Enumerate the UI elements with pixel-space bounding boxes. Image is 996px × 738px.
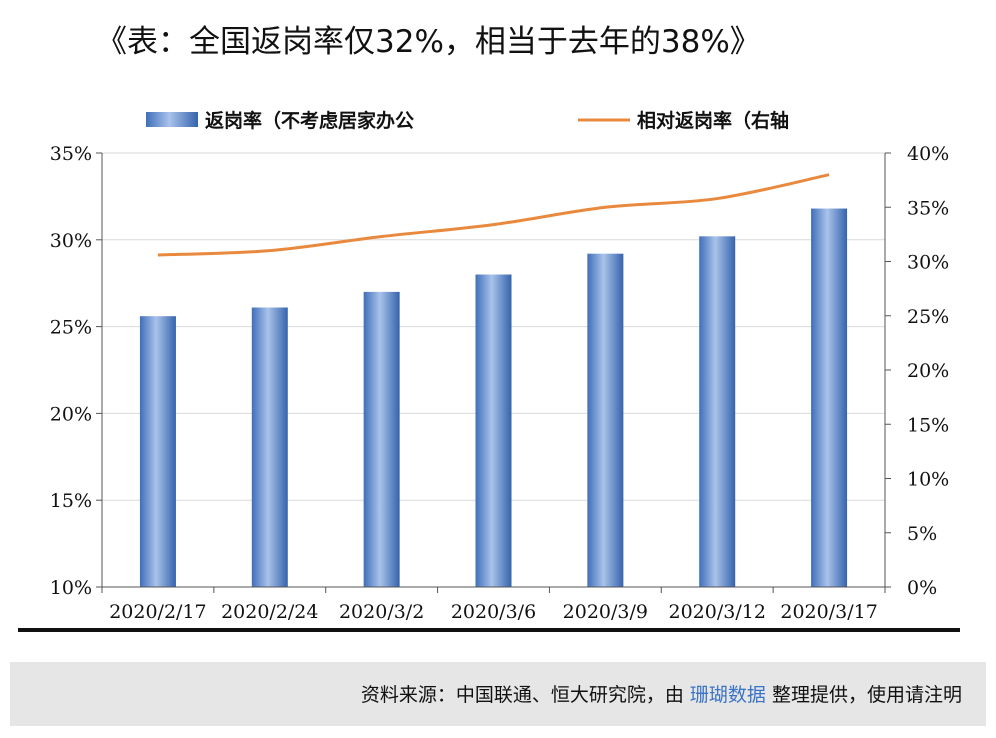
right-tick-label: 35% xyxy=(907,197,949,219)
x-tick-label: 2020/3/2 xyxy=(339,601,424,623)
axes xyxy=(96,152,891,593)
bar xyxy=(811,208,848,587)
source-suffix: 整理提供，使用请注明 xyxy=(771,684,962,706)
legend: 返岗率（不考虑居家办公 相对返岗率（右轴 xyxy=(146,109,789,132)
right-tick-label: 20% xyxy=(907,360,949,382)
source-text: 资料来源：中国联通、恒大研究院，由 珊瑚数据 整理提供，使用请注明 xyxy=(361,680,962,707)
line-series xyxy=(157,173,830,257)
source-prefix: 资料来源：中国联通、恒大研究院，由 xyxy=(360,684,684,706)
left-tick-label: 35% xyxy=(50,143,92,165)
left-tick-label: 20% xyxy=(50,403,92,425)
right-tick-label: 40% xyxy=(907,143,949,165)
right-tick-label: 10% xyxy=(907,469,949,491)
legend-swatch-bar xyxy=(146,112,198,127)
bar xyxy=(251,307,288,587)
bar-series xyxy=(139,208,848,588)
bar xyxy=(587,253,624,588)
legend-label-bar: 返岗率（不考虑居家办公 xyxy=(205,109,414,132)
page-title: 《表：全国返岗率仅32%，相当于去年的38%》 xyxy=(96,24,761,60)
right-tick-label: 25% xyxy=(907,306,949,328)
left-tick-label: 10% xyxy=(50,577,92,599)
bar xyxy=(475,274,512,587)
bar xyxy=(139,316,176,587)
right-tick-label: 0% xyxy=(907,577,937,599)
left-tick-label: 30% xyxy=(50,230,92,252)
bar xyxy=(363,291,400,587)
x-tick-label: 2020/3/12 xyxy=(669,601,766,623)
left-tick-label: 25% xyxy=(50,317,92,339)
right-tick-label: 15% xyxy=(907,414,949,436)
x-tick-label: 2020/3/9 xyxy=(563,601,648,623)
source-brand-link[interactable]: 珊瑚数据 xyxy=(689,684,766,706)
bar xyxy=(699,236,736,587)
x-tick-label: 2020/2/17 xyxy=(109,601,206,623)
x-tick-label: 2020/3/17 xyxy=(780,601,877,623)
chart: 10% 15% 20% 25% 30% 35% 0% 5% 10% 15% 20% 25% 30% 35%… xyxy=(18,109,960,632)
x-tick-label: 2020/3/6 xyxy=(451,601,536,623)
x-tick-label: 2020/2/24 xyxy=(221,601,318,623)
legend-label-line: 相对返岗率（右轴 xyxy=(637,109,789,132)
source-footer: 资料来源：中国联通、恒大研究院，由 珊瑚数据 整理提供，使用请注明 xyxy=(10,662,986,726)
tick-labels: 10% 15% 20% 25% 30% 35% 0% 5% 10% 15% 20% 25% 30% 35%… xyxy=(50,143,949,623)
right-tick-label: 30% xyxy=(907,252,949,274)
left-tick-label: 15% xyxy=(50,490,92,512)
right-tick-label: 5% xyxy=(907,523,937,545)
